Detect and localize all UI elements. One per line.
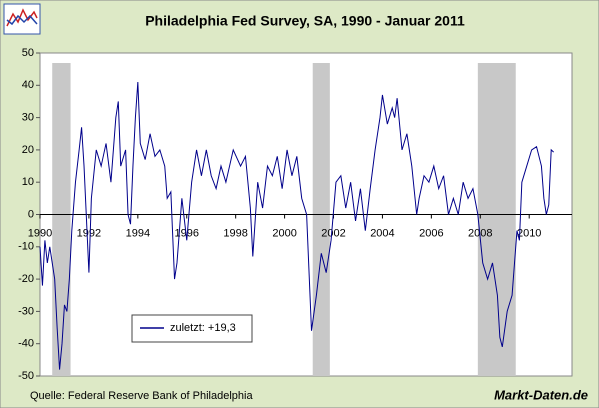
y-tick-label: 40	[22, 79, 34, 91]
x-tick-label: 2000	[272, 227, 296, 239]
y-tick-label: -40	[18, 338, 34, 350]
y-tick-label: 30	[22, 112, 34, 124]
x-tick-label: 2010	[517, 227, 541, 239]
x-tick-label: 1994	[126, 227, 150, 239]
x-tick-label: 1992	[77, 227, 101, 239]
y-tick-label: -10	[18, 241, 34, 253]
y-tick-label: 10	[22, 176, 34, 188]
shaded-period	[477, 63, 516, 376]
y-tick-label: 50	[22, 47, 34, 59]
x-tick-label: 1990	[28, 227, 52, 239]
x-tick-label: 2002	[321, 227, 345, 239]
y-tick-label: -30	[18, 305, 34, 317]
y-tick-label: 20	[22, 144, 34, 156]
y-tick-label: -20	[18, 273, 34, 285]
legend-label: zuletzt: +19,3	[170, 322, 236, 334]
logo	[3, 3, 41, 35]
x-tick-label: 2006	[419, 227, 443, 239]
y-tick-label: 0	[28, 208, 34, 220]
x-tick-label: 2004	[370, 227, 394, 239]
x-tick-label: 1996	[175, 227, 199, 239]
shaded-period	[52, 63, 71, 376]
shaded-period	[312, 63, 330, 376]
y-tick-label: -50	[18, 370, 34, 382]
data-line	[39, 82, 554, 370]
x-tick-label: 1998	[223, 227, 247, 239]
chart-title: Philadelphia Fed Survey, SA, 1990 - Janu…	[145, 13, 465, 29]
brand: Markt-Daten.de	[494, 387, 588, 402]
x-tick-label: 2008	[468, 227, 492, 239]
source: Quelle: Federal Reserve Bank of Philadel…	[30, 390, 253, 402]
